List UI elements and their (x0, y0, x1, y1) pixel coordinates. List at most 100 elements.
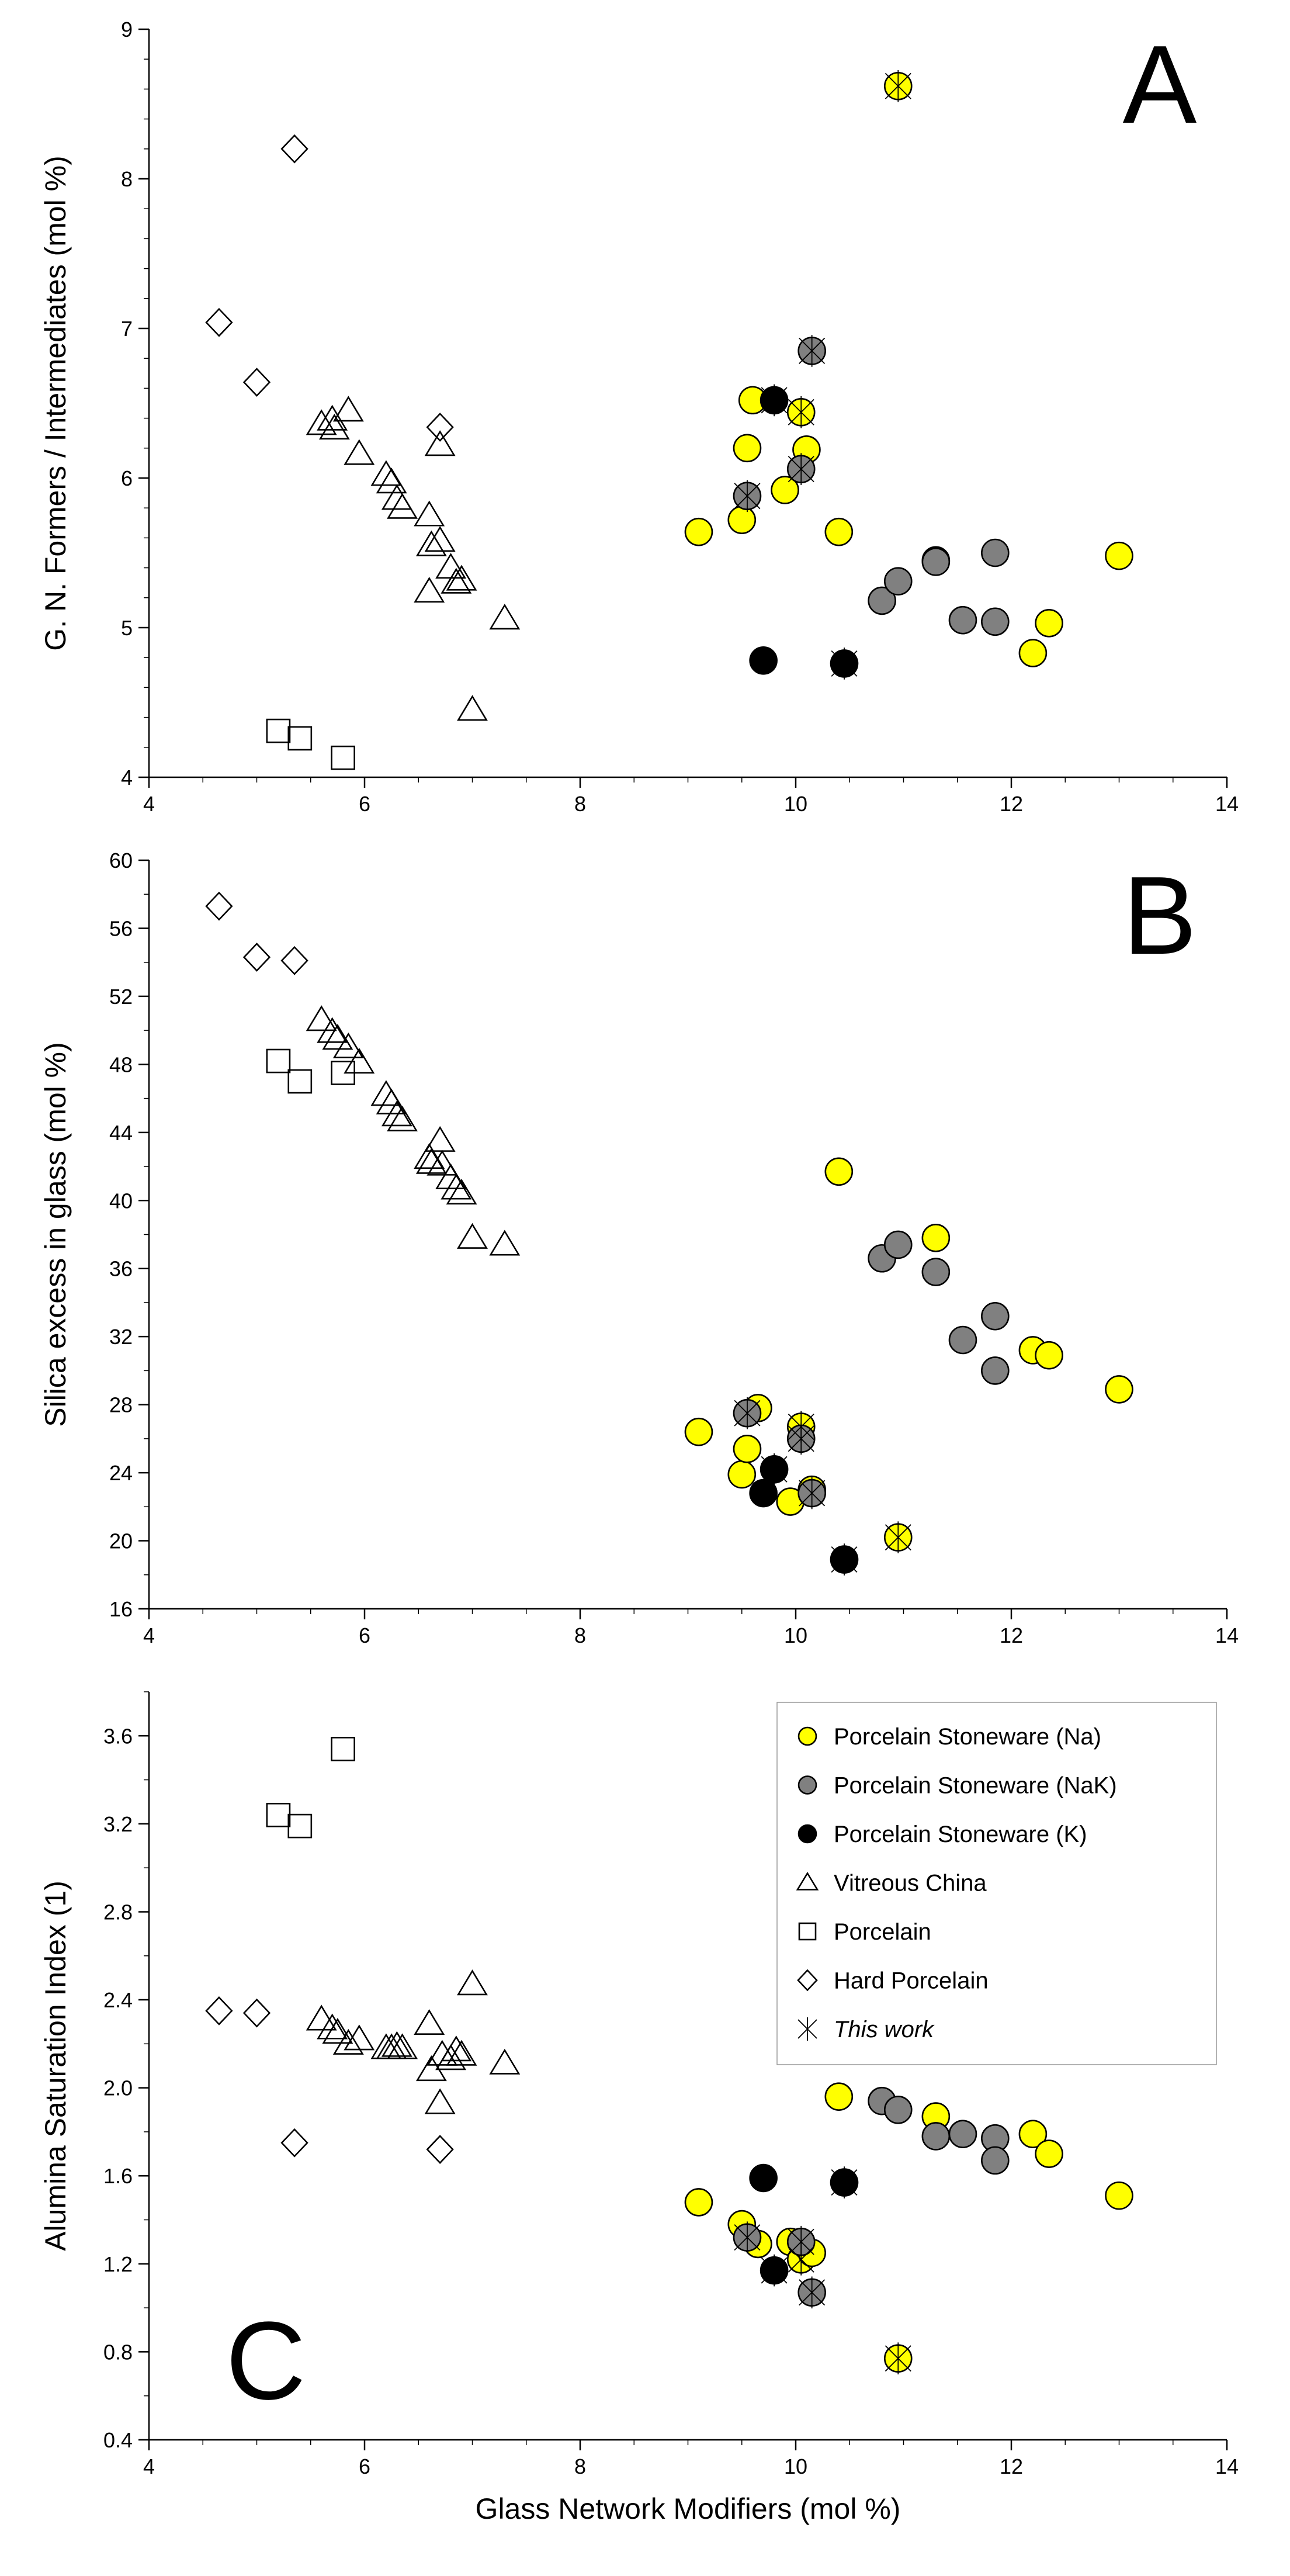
data-point (1035, 1341, 1063, 1370)
y-tick-label: 56 (109, 916, 133, 940)
y-tick-label: 24 (109, 1461, 133, 1485)
data-point (441, 2035, 472, 2062)
data-point (318, 413, 350, 440)
data-point (331, 1061, 355, 1085)
data-point (331, 745, 355, 770)
data-point (414, 577, 445, 603)
data-point (788, 453, 814, 485)
legend: Porcelain Stoneware (Na) Porcelain Stonew… (776, 1702, 1217, 2065)
data-point (381, 484, 412, 510)
data-point (749, 646, 778, 675)
data-point (322, 1024, 353, 1050)
x-tick-label: 12 (1000, 1623, 1023, 1647)
y-tick-label: 16 (109, 1597, 133, 1621)
data-point (761, 384, 788, 417)
panel-letter: B (1123, 854, 1197, 978)
data-point (885, 2342, 911, 2375)
data-point (883, 2095, 913, 2124)
data-point (799, 1477, 826, 1509)
data-point (831, 1543, 858, 1576)
data-point (280, 946, 308, 975)
data-point (1018, 639, 1048, 667)
data-point (424, 2088, 456, 2114)
data-point (489, 1230, 521, 1256)
data-point (306, 1005, 337, 1031)
y-tick-label: 0.8 (103, 2340, 133, 2364)
data-point (489, 604, 521, 630)
x-tick-label: 10 (784, 1623, 807, 1647)
data-point (424, 430, 456, 456)
panel-letter: A (1123, 23, 1197, 147)
data-point (727, 1460, 757, 1489)
data-point (948, 2120, 977, 2149)
x-tick-label: 14 (1215, 792, 1239, 816)
data-point (885, 1521, 911, 1554)
data-point (426, 2135, 454, 2164)
x-tick-label: 4 (143, 1623, 155, 1647)
data-point (733, 1435, 762, 1463)
data-point (414, 500, 445, 527)
series-this-work (734, 1397, 911, 1576)
legend-entry: Vitreous China (796, 1871, 987, 1896)
legend-label: This work (834, 2017, 935, 2042)
y-tick-label: 5 (121, 616, 133, 640)
data-point (415, 530, 447, 556)
x-tick-label: 8 (574, 2454, 586, 2478)
data-point (266, 1802, 291, 1827)
legend-marker (797, 1824, 817, 1844)
data-point (306, 2004, 337, 2031)
legend-label: Vitreous China (834, 1871, 987, 1896)
y-tick-label: 2.4 (103, 1988, 133, 2012)
legend-label: Porcelain (834, 1919, 931, 1945)
data-point (441, 1173, 472, 1200)
data-point (205, 307, 233, 337)
panel-letter: C (226, 2299, 306, 2423)
x-tick-label: 4 (143, 792, 155, 816)
data-point (435, 553, 467, 579)
data-point (1035, 2139, 1063, 2168)
data-point (761, 1453, 788, 1486)
y-tick-label: 9 (121, 18, 133, 41)
legend-label: Porcelain Stoneware (NaK) (834, 1773, 1117, 1799)
data-point (921, 1258, 951, 1286)
y-tick-label: 60 (109, 849, 133, 872)
data-point (424, 1126, 456, 1152)
y-tick-label: 1.2 (103, 2252, 133, 2276)
x-tick-label: 10 (784, 792, 807, 816)
y-tick-label: 2.8 (103, 1900, 133, 1924)
series-porcelain-stoneware-k (749, 1455, 859, 1574)
data-point (1018, 2120, 1048, 2149)
data-point (1105, 1375, 1133, 1404)
y-tick-label: 52 (109, 985, 133, 1009)
y-axis-label: G. N. Formers / Intermediates (mol %) (39, 155, 72, 650)
y-tick-label: 32 (109, 1325, 133, 1349)
x-tick-label: 14 (1215, 2454, 1239, 2478)
y-tick-label: 28 (109, 1393, 133, 1417)
data-point (948, 605, 977, 635)
y-tick-label: 3.2 (103, 1812, 133, 1836)
data-point (331, 1737, 355, 1761)
x-tick-label: 4 (143, 2454, 155, 2478)
data-point (831, 648, 858, 680)
y-axis-label: Alumina Saturation Index (1) (39, 1881, 72, 2251)
data-point (981, 2146, 1010, 2175)
data-point (788, 2243, 814, 2276)
data-point (287, 726, 313, 751)
data-point (788, 396, 814, 428)
legend-marker (797, 1775, 817, 1795)
data-point (885, 70, 911, 102)
y-axis-label: Silica excess in glass (mol %) (39, 1042, 72, 1427)
data-point (788, 1411, 814, 1443)
series-this-work (734, 70, 911, 680)
series-porcelain (266, 718, 355, 770)
data-point (734, 480, 761, 513)
data-point (734, 2221, 761, 2253)
data-point (317, 1017, 348, 1043)
legend-entry: Hard Porcelain (797, 1968, 989, 1994)
data-point (332, 2028, 364, 2055)
data-point (981, 1301, 1010, 1331)
data-point (317, 404, 348, 431)
data-point (749, 1479, 778, 1508)
series-vitreous-china (306, 1969, 521, 2114)
